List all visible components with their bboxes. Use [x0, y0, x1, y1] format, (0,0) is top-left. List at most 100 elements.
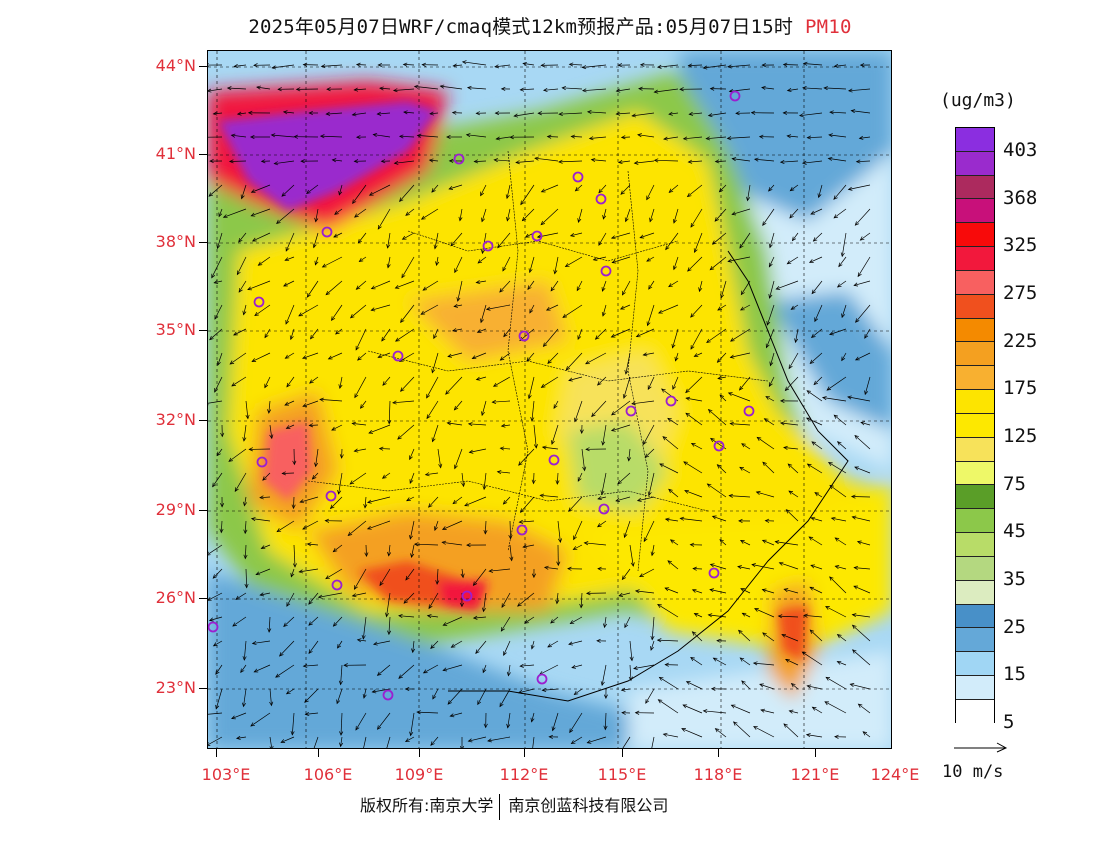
- wind-arrow-head: [547, 359, 552, 364]
- wind-arrow-head: [709, 588, 714, 593]
- wind-arrow-head: [537, 111, 542, 116]
- wind-arrow-head: [645, 699, 650, 704]
- wind-arrow-head: [684, 489, 689, 494]
- pollutant-label: PM10: [805, 16, 852, 38]
- wind-arrow: [813, 376, 823, 385]
- wind-arrow: [333, 616, 343, 627]
- wind-arrow-head: [573, 690, 579, 695]
- wind-arrow: [497, 471, 511, 474]
- wind-arrow-head: [571, 664, 576, 669]
- wind-arrow: [466, 134, 487, 138]
- city-stations: [208, 90, 755, 701]
- color-scale-box: [956, 175, 994, 200]
- wind-arrow-head: [485, 306, 491, 311]
- wind-arrow: [264, 328, 271, 338]
- wind-arrow: [709, 589, 727, 594]
- wind-arrow: [541, 376, 559, 388]
- wind-arrow: [602, 424, 607, 446]
- wind-arrow: [759, 683, 775, 690]
- wind-arrow-head: [828, 133, 833, 138]
- wind-arrow: [690, 304, 703, 318]
- wind-arrow-head: [586, 109, 592, 115]
- wind-arrow: [637, 496, 655, 502]
- wind-arrow: [603, 208, 607, 220]
- wind-arrow-head: [248, 447, 253, 452]
- wind-arrow: [352, 112, 367, 116]
- wind-arrow: [352, 184, 367, 204]
- wind-arrow: [533, 472, 535, 484]
- wind-arrow: [382, 472, 391, 479]
- wind-arrow-head: [208, 742, 211, 746]
- wind-arrow-head: [218, 212, 223, 218]
- wind-arrow: [217, 352, 223, 366]
- wind-arrow-head: [647, 491, 652, 497]
- wind-arrow-head: [290, 572, 295, 578]
- wind-arrow-head: [522, 61, 527, 66]
- wind-arrow-head: [567, 566, 572, 571]
- wind-arrow: [732, 158, 751, 162]
- wind-arrow-head: [433, 334, 438, 340]
- wind-arrow: [611, 400, 631, 416]
- wind-arrow-head: [311, 474, 317, 480]
- wind-arrow: [776, 280, 799, 290]
- wind-arrow: [708, 112, 727, 116]
- wind-arrow-head: [465, 133, 471, 138]
- wind-arrow: [803, 63, 823, 66]
- wind-arrow-head: [534, 156, 539, 161]
- wind-arrow: [364, 496, 367, 508]
- wind-arrow-head: [219, 528, 224, 534]
- wind-arrow: [809, 586, 823, 594]
- wind-arrow: [597, 496, 607, 500]
- wind-arrow: [703, 64, 727, 69]
- wind-arrow-head: [492, 382, 498, 387]
- wind-arrow: [715, 160, 727, 162]
- wind-arrow: [354, 208, 367, 218]
- wind-arrow: [683, 136, 703, 140]
- lon-tick: [216, 749, 217, 757]
- wind-arrow: [529, 304, 535, 314]
- wind-arrow-head: [810, 516, 816, 521]
- wind-arrow: [829, 485, 847, 498]
- wind-arrow: [410, 712, 415, 736]
- map-canvas: [208, 51, 891, 748]
- wind-arrow: [859, 136, 871, 139]
- wind-arrow-head: [406, 497, 411, 502]
- wind-arrow-head: [769, 361, 774, 367]
- wind-arrow: [643, 352, 655, 356]
- wind-arrow: [543, 328, 559, 347]
- wind-arrow-head: [859, 63, 865, 68]
- wind-arrow-head: [851, 515, 857, 520]
- wind-arrow: [657, 639, 679, 642]
- copyright-footer: 版权所有:南京大学 南京创蓝科技有限公司: [360, 792, 668, 820]
- wind-arrow-head: [849, 683, 855, 687]
- wind-arrow-head: [392, 400, 397, 405]
- wind-arrow-head: [762, 221, 767, 226]
- wind-arrow-head: [230, 133, 236, 138]
- wind-arrow-head: [754, 608, 759, 612]
- wind-arrow-head: [238, 238, 243, 243]
- wind-arrow-head: [714, 217, 719, 222]
- wind-arrow-head: [212, 642, 218, 647]
- wind-arrow-head: [790, 682, 796, 688]
- wind-arrow: [392, 400, 415, 404]
- wind-arrow-head: [352, 199, 357, 205]
- lon-label-103: 103°E: [201, 765, 251, 784]
- wind-arrow-head: [308, 423, 314, 428]
- wind-arrow-head: [854, 434, 859, 440]
- wind-arrow: [540, 208, 559, 225]
- wind-arrow: [533, 424, 537, 448]
- lat-label-26: 26°N: [155, 588, 196, 607]
- wind-arrow: [860, 422, 871, 426]
- wind-arrow: [509, 544, 513, 561]
- wind-arrow: [223, 208, 247, 218]
- wind-arrow-head: [441, 526, 447, 530]
- wind-arrow: [454, 304, 463, 307]
- wind-arrow-head: [432, 694, 437, 700]
- wind-arrow-head: [829, 331, 834, 336]
- color-scale-box: [956, 366, 994, 391]
- wind-arrow: [547, 352, 559, 364]
- wind-arrow-head: [309, 379, 314, 384]
- wind-arrow-head: [497, 243, 502, 249]
- wind-arrow-head: [251, 641, 257, 646]
- wind-arrow: [643, 424, 655, 445]
